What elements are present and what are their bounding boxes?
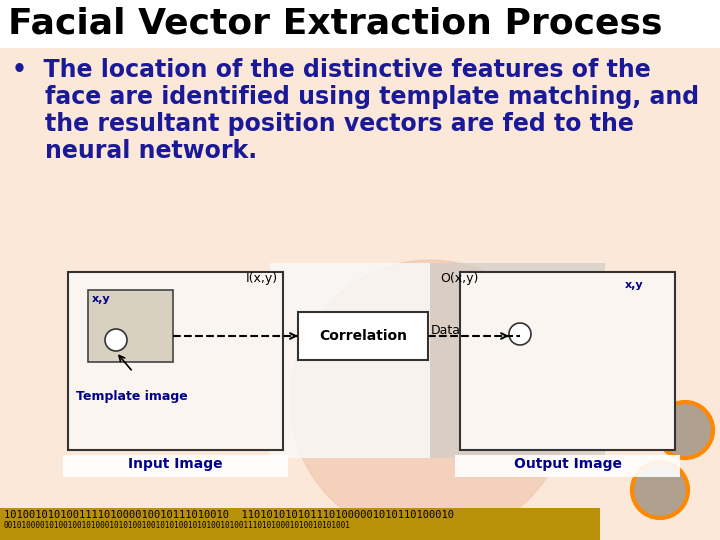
- Circle shape: [105, 329, 127, 351]
- Text: •  The location of the distinctive features of the: • The location of the distinctive featur…: [12, 58, 651, 82]
- Text: x,y: x,y: [625, 280, 644, 290]
- Bar: [68, 272, 283, 450]
- Bar: [430, 263, 605, 458]
- Text: 001010000101001001010001010100100101010010101001010011101010001010010101001: 0010100001010010010100010101001001010100…: [4, 521, 351, 530]
- Bar: [0, 508, 600, 540]
- Bar: [88, 290, 173, 362]
- Bar: [0, 0, 720, 48]
- Text: Correlation: Correlation: [319, 329, 407, 343]
- Text: I(x,y): I(x,y): [246, 272, 278, 285]
- Text: the resultant position vectors are fed to the: the resultant position vectors are fed t…: [12, 112, 634, 136]
- Text: Template image: Template image: [76, 390, 188, 403]
- Text: 101001010100111101000010010111010010  1101010101011101000001010110100010: 101001010100111101000010010111010010 110…: [4, 510, 454, 520]
- Text: face are identified using template matching, and: face are identified using template match…: [12, 85, 699, 109]
- Text: x,y: x,y: [92, 294, 111, 304]
- Text: Input Image: Input Image: [128, 457, 222, 471]
- Circle shape: [290, 260, 570, 540]
- Bar: [460, 272, 675, 450]
- Bar: [63, 455, 288, 477]
- Text: O(x,y): O(x,y): [440, 272, 478, 285]
- Circle shape: [632, 462, 688, 518]
- Text: Output Image: Output Image: [513, 457, 621, 471]
- Circle shape: [657, 402, 713, 458]
- Bar: [270, 263, 430, 458]
- Text: Data: Data: [431, 324, 461, 337]
- Text: neural network.: neural network.: [12, 139, 257, 163]
- Circle shape: [509, 323, 531, 345]
- Bar: [298, 312, 428, 360]
- Text: Facial Vector Extraction Process: Facial Vector Extraction Process: [8, 6, 662, 40]
- Bar: [455, 455, 680, 477]
